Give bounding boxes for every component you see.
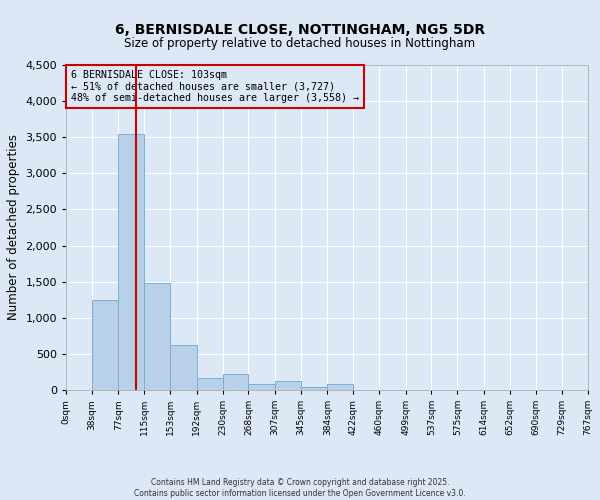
Bar bbox=[223, 374, 248, 390]
Bar bbox=[248, 384, 275, 390]
Bar bbox=[275, 380, 301, 390]
Text: 6 BERNISDALE CLOSE: 103sqm
← 51% of detached houses are smaller (3,727)
48% of s: 6 BERNISDALE CLOSE: 103sqm ← 51% of deta… bbox=[71, 70, 359, 103]
Bar bbox=[197, 378, 223, 390]
Text: Size of property relative to detached houses in Nottingham: Size of property relative to detached ho… bbox=[124, 38, 476, 51]
Bar bbox=[328, 384, 353, 390]
Bar bbox=[118, 134, 144, 390]
Y-axis label: Number of detached properties: Number of detached properties bbox=[7, 134, 20, 320]
Text: 6, BERNISDALE CLOSE, NOTTINGHAM, NG5 5DR: 6, BERNISDALE CLOSE, NOTTINGHAM, NG5 5DR bbox=[115, 22, 485, 36]
Bar bbox=[144, 283, 170, 390]
Bar bbox=[170, 345, 197, 390]
Text: Contains HM Land Registry data © Crown copyright and database right 2025.
Contai: Contains HM Land Registry data © Crown c… bbox=[134, 478, 466, 498]
Bar bbox=[301, 387, 328, 390]
Bar bbox=[92, 300, 118, 390]
